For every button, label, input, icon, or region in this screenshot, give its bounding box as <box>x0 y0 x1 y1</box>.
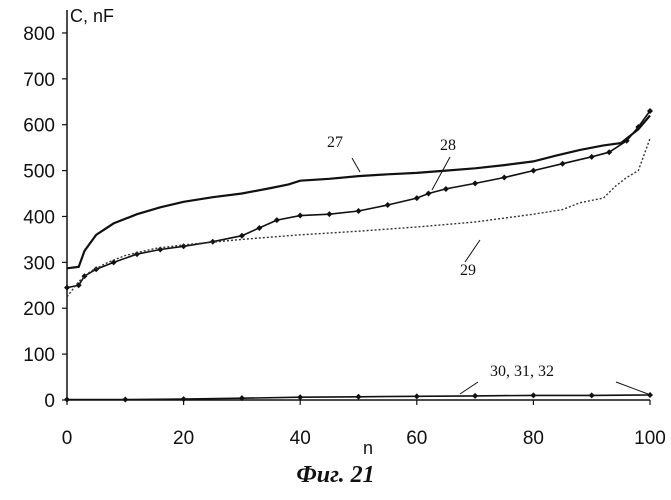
series-28 <box>64 108 653 291</box>
series-line <box>67 111 650 288</box>
x-axis-label: n <box>363 438 373 458</box>
data-point <box>530 392 536 398</box>
figure-caption: Фиг. 21 <box>0 462 671 489</box>
data-point <box>530 168 536 174</box>
y-tick-label: 300 <box>23 253 55 274</box>
data-point <box>472 180 478 186</box>
axes: 0 100 200 300 400 500 600 700 800 0 20 40 60 80 100 <box>23 10 666 449</box>
x-tick-label: 60 <box>406 428 427 449</box>
data-point <box>501 174 507 180</box>
y-tick-label: 0 <box>44 391 55 412</box>
data-point <box>443 186 449 192</box>
y-tick-label: 800 <box>23 24 55 45</box>
data-point <box>122 397 128 403</box>
data-point <box>181 396 187 402</box>
data-point <box>181 243 187 249</box>
data-point <box>560 161 566 167</box>
annotation-label: 29 <box>460 262 476 279</box>
data-point <box>134 251 140 257</box>
data-point <box>472 393 478 399</box>
data-point <box>239 233 245 239</box>
annotation-label: 27 <box>327 134 343 151</box>
annotation-label: 28 <box>440 137 456 154</box>
x-tick-label: 20 <box>173 428 194 449</box>
data-point <box>297 213 303 219</box>
series-27 <box>67 116 650 269</box>
annotation-leader <box>432 157 450 190</box>
annotation-label: 30, 31, 32 <box>490 363 554 380</box>
data-point <box>589 392 595 398</box>
y-tick-label: 100 <box>23 345 55 366</box>
annotation-leader <box>616 382 648 394</box>
data-point <box>256 225 262 231</box>
data-point <box>356 394 362 400</box>
x-tick-label: 80 <box>523 428 544 449</box>
y-tick-label: 600 <box>23 116 55 137</box>
data-point <box>589 154 595 160</box>
y-tick-label: 700 <box>23 70 55 91</box>
chart: 0 100 200 300 400 500 600 700 800 0 20 40 60 80 100 27… <box>0 0 671 460</box>
series-line <box>67 116 650 269</box>
y-tick-label: 200 <box>23 299 55 320</box>
x-tick-label: 40 <box>290 428 311 449</box>
data-point <box>64 397 70 403</box>
x-tick-label: 0 <box>62 428 73 449</box>
x-tick-label: 100 <box>634 428 666 449</box>
y-tick-label: 400 <box>23 207 55 228</box>
annotation-leader <box>352 158 360 172</box>
data-point <box>326 211 332 217</box>
annotation-leader <box>465 240 480 262</box>
data-point <box>64 285 70 291</box>
annotation-layer: 27 28 29 30, 31, 32 <box>327 134 648 394</box>
data-point <box>647 392 653 398</box>
series-30-31-32 <box>64 392 653 403</box>
series-layer <box>64 108 653 403</box>
data-point <box>425 191 431 197</box>
data-point <box>274 217 280 223</box>
annotation-leader <box>460 382 478 394</box>
data-point <box>414 195 420 201</box>
y-axis-label: C, nF <box>70 6 114 26</box>
data-point <box>356 208 362 214</box>
data-point <box>385 202 391 208</box>
y-tick-label: 500 <box>23 162 55 183</box>
data-point <box>414 393 420 399</box>
